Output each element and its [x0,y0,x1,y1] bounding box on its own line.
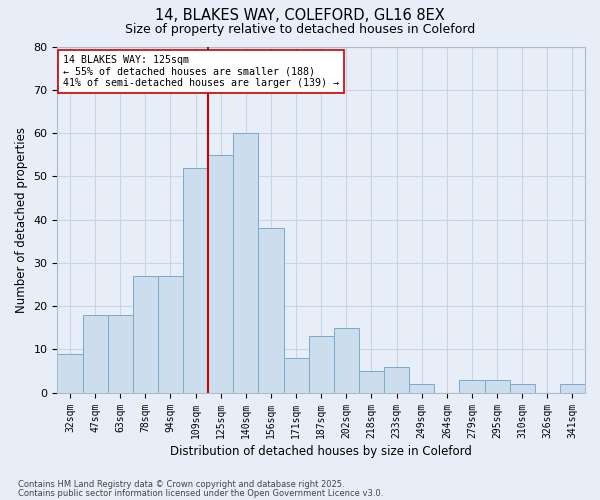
Bar [233,133,259,392]
Bar [509,384,535,392]
Text: 14 BLAKES WAY: 125sqm
← 55% of detached houses are smaller (188)
41% of semi-det: 14 BLAKES WAY: 125sqm ← 55% of detached … [62,55,338,88]
X-axis label: Distribution of detached houses by size in Coleford: Distribution of detached houses by size … [170,444,472,458]
Bar [133,276,158,392]
Bar [208,154,233,392]
Bar [83,314,107,392]
Bar [334,328,359,392]
Text: Contains HM Land Registry data © Crown copyright and database right 2025.: Contains HM Land Registry data © Crown c… [18,480,344,489]
Y-axis label: Number of detached properties: Number of detached properties [15,126,28,312]
Bar [485,380,509,392]
Bar [58,354,83,393]
Bar [183,168,208,392]
Bar [284,358,308,392]
Text: 14, BLAKES WAY, COLEFORD, GL16 8EX: 14, BLAKES WAY, COLEFORD, GL16 8EX [155,8,445,22]
Bar [359,371,384,392]
Bar [308,336,334,392]
Bar [560,384,585,392]
Bar [107,314,133,392]
Bar [384,366,409,392]
Bar [259,228,284,392]
Bar [158,276,183,392]
Text: Contains public sector information licensed under the Open Government Licence v3: Contains public sector information licen… [18,488,383,498]
Bar [460,380,485,392]
Bar [409,384,434,392]
Text: Size of property relative to detached houses in Coleford: Size of property relative to detached ho… [125,22,475,36]
